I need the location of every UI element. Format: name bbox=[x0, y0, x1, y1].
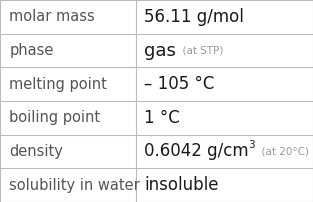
Text: molar mass: molar mass bbox=[9, 9, 95, 24]
Text: melting point: melting point bbox=[9, 77, 107, 92]
Text: gas: gas bbox=[144, 41, 176, 60]
Text: boiling point: boiling point bbox=[9, 110, 100, 125]
Text: (at 20°C): (at 20°C) bbox=[255, 146, 309, 157]
Text: (at STP): (at STP) bbox=[176, 45, 223, 56]
Text: phase: phase bbox=[9, 43, 54, 58]
Text: – 105 °C: – 105 °C bbox=[144, 75, 214, 93]
Text: density: density bbox=[9, 144, 63, 159]
Text: 3: 3 bbox=[249, 140, 255, 150]
Text: insoluble: insoluble bbox=[144, 176, 218, 194]
Text: 1 °C: 1 °C bbox=[144, 109, 180, 127]
Text: 56.11 g/mol: 56.11 g/mol bbox=[144, 8, 244, 26]
Text: 0.6042 g/cm: 0.6042 g/cm bbox=[144, 142, 249, 161]
Text: solubility in water: solubility in water bbox=[9, 178, 140, 193]
